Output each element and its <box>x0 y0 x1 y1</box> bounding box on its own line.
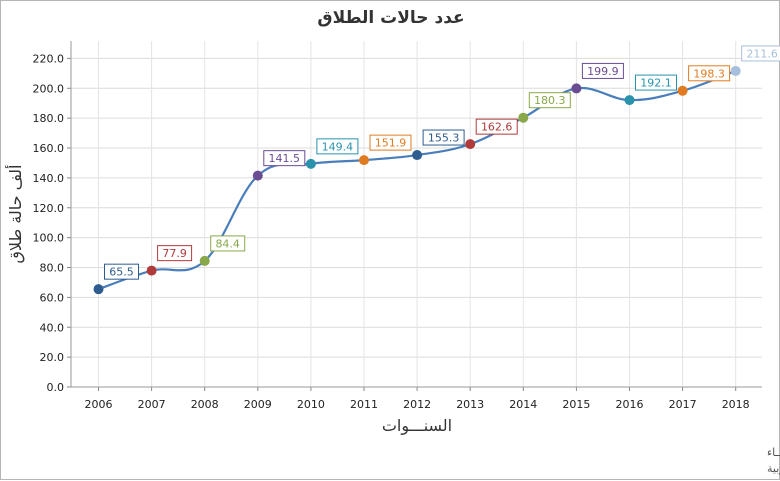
x-tick-label: 2012 <box>403 398 431 411</box>
data-label: 211.6 <box>746 47 778 60</box>
data-point <box>253 171 263 181</box>
x-axis-title: السنـــوات <box>382 416 452 436</box>
data-label: 155.3 <box>428 132 460 145</box>
y-tick-label: 40.0 <box>40 321 65 334</box>
x-tick-label: 2008 <box>191 398 219 411</box>
data-point <box>147 266 157 276</box>
data-label: 141.5 <box>269 152 301 165</box>
footnote-copyright: حقوق الملكية للجهــاز المركزي للتعبئة ال… <box>767 445 780 459</box>
data-point <box>412 150 422 160</box>
data-label: 84.4 <box>215 237 240 250</box>
x-tick-label: 2017 <box>669 398 697 411</box>
x-tick-label: 2009 <box>244 398 272 411</box>
y-tick-label: 160.0 <box>33 142 65 155</box>
data-point <box>200 256 210 266</box>
data-point <box>359 155 369 165</box>
x-tick-label: 2014 <box>509 398 537 411</box>
data-label: 162.6 <box>481 121 513 134</box>
data-label: 192.1 <box>640 77 672 90</box>
data-point <box>678 86 688 96</box>
x-tick-label: 2006 <box>85 398 113 411</box>
y-tick-label: 80.0 <box>40 262 65 275</box>
y-tick-label: 20.0 <box>40 351 65 364</box>
data-label: 65.5 <box>109 266 134 279</box>
data-point <box>731 66 741 76</box>
x-tick-label: 2013 <box>456 398 484 411</box>
data-label: 199.9 <box>587 65 619 78</box>
y-tick-label: 200.0 <box>33 82 65 95</box>
data-point <box>306 159 316 169</box>
chart-title: عدد حالات الطلاق <box>317 8 464 28</box>
plot-area <box>71 41 762 387</box>
x-tick-labels: 2006 2007 2008 2009 2010 2011 2012 2013 2014 2015… <box>85 398 750 411</box>
data-label: 151.9 <box>375 137 407 150</box>
x-tick-label: 2016 <box>616 398 644 411</box>
y-tick-label: 60.0 <box>40 291 65 304</box>
y-tick-label: 140.0 <box>33 172 65 185</box>
x-tick-label: 2018 <box>722 398 750 411</box>
y-axis-title: ألف حالة طلاق <box>5 165 25 264</box>
data-point <box>465 139 475 149</box>
y-tick-label: 0.0 <box>47 381 65 394</box>
data-label: 180.3 <box>534 94 566 107</box>
x-tick-label: 2015 <box>562 398 590 411</box>
data-point <box>518 113 528 123</box>
y-tick-label: 100.0 <box>33 232 65 245</box>
data-point <box>94 284 104 294</box>
data-label: 149.4 <box>322 140 354 153</box>
y-tick-labels: 0.0 20.0 40.0 60.0 80.0 100.0 120.0 140.0 160.0 1… <box>33 52 65 394</box>
data-label: 77.9 <box>162 247 187 260</box>
x-tick-label: 2011 <box>350 398 378 411</box>
x-tick-label: 2010 <box>297 398 325 411</box>
y-tick-label: 120.0 <box>33 202 65 215</box>
data-point <box>571 83 581 93</box>
x-tick-label: 2007 <box>138 398 166 411</box>
data-point <box>625 95 635 105</box>
footnote-source: المصدر الأساسي للأحصاءات الرسمية لجمهوري… <box>767 461 780 475</box>
y-tick-label: 220.0 <box>33 52 65 65</box>
data-label: 198.3 <box>693 67 725 80</box>
y-tick-label: 180.0 <box>33 112 65 125</box>
